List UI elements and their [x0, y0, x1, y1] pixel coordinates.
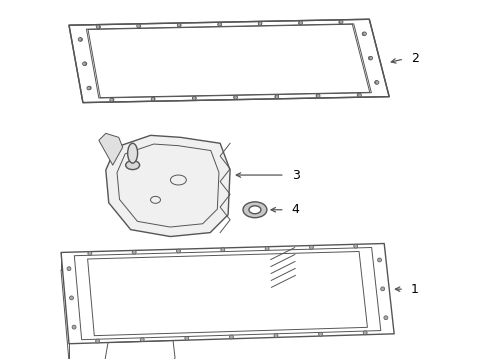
Circle shape [265, 247, 269, 251]
Circle shape [88, 86, 91, 90]
Circle shape [298, 21, 302, 25]
Circle shape [381, 287, 385, 291]
Circle shape [218, 23, 221, 26]
Circle shape [363, 331, 367, 335]
Circle shape [177, 23, 181, 27]
Circle shape [88, 252, 92, 256]
Circle shape [318, 332, 322, 336]
Circle shape [78, 37, 82, 41]
Ellipse shape [243, 202, 267, 218]
Circle shape [176, 249, 180, 253]
Circle shape [275, 95, 279, 99]
Circle shape [151, 97, 155, 101]
Circle shape [275, 95, 278, 98]
Polygon shape [106, 135, 230, 237]
Circle shape [97, 25, 100, 29]
Circle shape [358, 93, 362, 97]
Circle shape [96, 25, 100, 28]
Circle shape [234, 95, 237, 99]
Text: 3: 3 [292, 168, 299, 181]
Circle shape [151, 97, 155, 101]
Circle shape [229, 335, 233, 339]
Circle shape [375, 81, 379, 84]
Circle shape [357, 93, 361, 97]
Circle shape [79, 38, 82, 41]
Circle shape [317, 94, 320, 98]
Circle shape [354, 244, 358, 248]
Circle shape [82, 62, 86, 66]
Circle shape [377, 258, 382, 262]
Circle shape [132, 250, 136, 254]
Text: 2: 2 [411, 53, 419, 66]
Circle shape [374, 81, 378, 84]
Circle shape [87, 86, 91, 90]
Circle shape [140, 338, 144, 342]
Circle shape [299, 21, 302, 24]
Circle shape [110, 98, 114, 102]
Circle shape [70, 296, 74, 300]
Circle shape [185, 336, 189, 340]
Circle shape [316, 94, 319, 98]
Circle shape [137, 24, 140, 28]
Circle shape [258, 22, 262, 26]
Circle shape [363, 32, 367, 36]
Circle shape [96, 339, 99, 343]
Circle shape [110, 98, 113, 102]
Circle shape [193, 96, 196, 100]
Polygon shape [99, 133, 122, 165]
Circle shape [339, 21, 343, 24]
Circle shape [137, 24, 141, 28]
Circle shape [177, 23, 181, 27]
Circle shape [310, 246, 314, 249]
Circle shape [221, 248, 225, 252]
Circle shape [83, 62, 87, 66]
Ellipse shape [125, 161, 140, 170]
Circle shape [193, 96, 196, 100]
Ellipse shape [249, 206, 261, 214]
Circle shape [368, 57, 372, 60]
Circle shape [67, 267, 71, 271]
Circle shape [234, 96, 237, 99]
Ellipse shape [128, 143, 138, 163]
Text: 4: 4 [292, 203, 299, 216]
Circle shape [369, 56, 373, 60]
Circle shape [340, 20, 343, 24]
Circle shape [384, 316, 388, 320]
Circle shape [72, 325, 76, 329]
Circle shape [218, 23, 221, 26]
Circle shape [274, 334, 278, 338]
Text: 1: 1 [411, 283, 419, 296]
Circle shape [258, 22, 262, 25]
Circle shape [362, 32, 366, 36]
